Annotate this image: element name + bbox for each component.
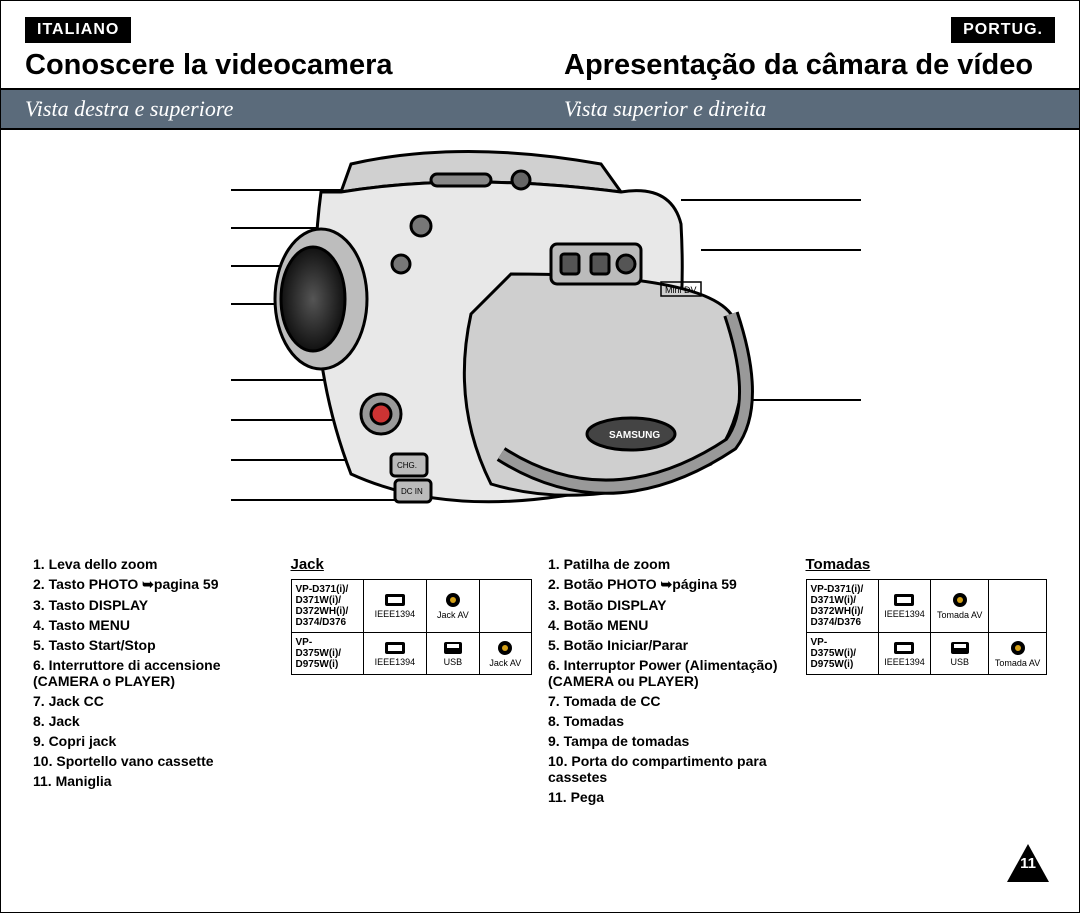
jack-heading-pt: Tomadas bbox=[806, 556, 1048, 573]
parts-list-item: 6. Interruttore di accensione (CAMERA o … bbox=[33, 657, 275, 689]
usb-port-icon bbox=[950, 641, 970, 655]
av-jack-icon bbox=[1010, 640, 1026, 656]
title-portuguese: Apresentação da câmara de vídeo bbox=[540, 49, 1079, 88]
lang-badge-italiano: ITALIANO bbox=[25, 17, 131, 43]
diagram-area: Mini DV SAMSUNG CHG. DC IN bbox=[1, 130, 1079, 550]
svg-text:SAMSUNG: SAMSUNG bbox=[609, 430, 660, 441]
parts-list-item: 11. Maniglia bbox=[33, 773, 275, 789]
usb-label: USB bbox=[431, 657, 474, 667]
jack-models-row2-text: VP-D375W(i)/D975W(i) bbox=[296, 637, 342, 670]
ieee1394-port-icon bbox=[384, 641, 406, 655]
ieee-icon-cell: IEEE1394 bbox=[363, 580, 427, 633]
parts-list-item: 9. Copri jack bbox=[33, 733, 275, 749]
parts-list-item: 5. Tasto Start/Stop bbox=[33, 637, 275, 653]
portuguese-parts-list: 1. Patilha de zoom 2. Botão PHOTO ➥página… bbox=[540, 550, 798, 815]
parts-list-item: 7. Tomada de CC bbox=[548, 693, 790, 709]
av-jack-icon bbox=[445, 592, 461, 608]
jack-models-row1-pt-text: VP-D371(i)/D371W(i)/D372WH(i)/D374/D376 bbox=[811, 584, 864, 628]
parts-list-item: 2. Tasto PHOTO ➥pagina 59 bbox=[33, 576, 275, 593]
ieee-label-pt: IEEE1394 bbox=[883, 609, 927, 619]
title-row: Conoscere la videocamera Apresentação da… bbox=[1, 49, 1079, 88]
parts-list-item: 10. Sportello vano cassette bbox=[33, 753, 275, 769]
svg-text:CHG.: CHG. bbox=[397, 461, 417, 470]
manual-page: ITALIANO PORTUG. Conoscere la videocamer… bbox=[0, 0, 1080, 913]
parts-list-item: 8. Jack bbox=[33, 713, 275, 729]
jack-models-row2: VP-D375W(i)/D975W(i) bbox=[291, 633, 363, 675]
jackav-label-2: Jack AV bbox=[484, 658, 527, 668]
parts-list-item: 8. Tomadas bbox=[548, 713, 790, 729]
parts-list-item: 11. Pega bbox=[548, 789, 790, 805]
parts-list-item: 1. Leva dello zoom bbox=[33, 556, 275, 572]
jack-models-row1-pt: VP-D371(i)/D371W(i)/D372WH(i)/D374/D376 bbox=[806, 580, 878, 633]
parts-list-item: 4. Botão MENU bbox=[548, 617, 790, 633]
ieee1394-port-icon bbox=[893, 641, 915, 655]
jack-table-pt: VP-D371(i)/D371W(i)/D372WH(i)/D374/D376 … bbox=[806, 579, 1048, 675]
lang-right-cell: PORTUG. bbox=[540, 1, 1079, 49]
subtitle-row: Vista destra e superiore Vista superior … bbox=[1, 88, 1079, 130]
italian-jack-column: Jack VP-D371(i)/D371W(i)/D372WH(i)/D374/… bbox=[283, 550, 541, 815]
ieee-icon-cell-2: IEEE1394 bbox=[363, 633, 427, 675]
jack-models-row1: VP-D371(i)/D371W(i)/D372WH(i)/D374/D376 bbox=[291, 580, 363, 633]
portuguese-jack-column: Tomadas VP-D371(i)/D371W(i)/D372WH(i)/D3… bbox=[798, 550, 1056, 815]
camera-illustration: Mini DV SAMSUNG CHG. DC IN bbox=[261, 144, 821, 534]
usb-label-pt: USB bbox=[935, 657, 984, 667]
jack-models-row2-pt: VP-D375W(i)/D975W(i) bbox=[806, 633, 878, 675]
tomadaav-label: Tomada AV bbox=[935, 610, 984, 620]
parts-list-item: 4. Tasto MENU bbox=[33, 617, 275, 633]
parts-list-item: 3. Tasto DISPLAY bbox=[33, 597, 275, 613]
usb-icon-cell: USB bbox=[427, 633, 479, 675]
page-number: 11 bbox=[1005, 855, 1051, 872]
subtitle-portuguese: Vista superior e direita bbox=[540, 88, 1079, 130]
parts-list-item: 3. Botão DISPLAY bbox=[548, 597, 790, 613]
title-italian: Conoscere la videocamera bbox=[1, 49, 540, 88]
italian-parts-list: 1. Leva dello zoom 2. Tasto PHOTO ➥pagina… bbox=[25, 550, 283, 815]
parts-list-item: 10. Porta do compartimento para cassetes bbox=[548, 753, 790, 785]
parts-list-item: 7. Jack CC bbox=[33, 693, 275, 709]
av-jack-icon bbox=[952, 592, 968, 608]
jackav-label: Jack AV bbox=[431, 610, 474, 620]
parts-list-item: 1. Patilha de zoom bbox=[548, 556, 790, 572]
av-jack-icon-cell-pt: Tomada AV bbox=[931, 580, 989, 633]
lang-left-cell: ITALIANO bbox=[1, 1, 540, 49]
bottom-row: 1. Leva dello zoom 2. Tasto PHOTO ➥pagina… bbox=[1, 550, 1079, 815]
parts-list-item: 6. Interruptor Power (Alimentação) (CAME… bbox=[548, 657, 790, 689]
av-jack-icon-cell-2: Jack AV bbox=[479, 633, 531, 675]
jack-models-row1-text: VP-D371(i)/D371W(i)/D372WH(i)/D374/D376 bbox=[296, 584, 349, 628]
ieee-label-2: IEEE1394 bbox=[368, 657, 423, 667]
jack-models-row2-pt-text: VP-D375W(i)/D975W(i) bbox=[811, 637, 857, 670]
ieee1394-port-icon bbox=[384, 593, 406, 607]
tomadaav-label-2: Tomada AV bbox=[993, 658, 1042, 668]
ieee1394-port-icon bbox=[893, 593, 915, 607]
usb-icon-cell-pt: USB bbox=[931, 633, 989, 675]
subtitle-italian: Vista destra e superiore bbox=[1, 88, 540, 130]
usb-port-icon bbox=[443, 641, 463, 655]
ieee-label: IEEE1394 bbox=[368, 609, 423, 619]
parts-list-item: 5. Botão Iniciar/Parar bbox=[548, 637, 790, 653]
ieee-icon-cell-pt: IEEE1394 bbox=[878, 580, 931, 633]
ieee-icon-cell-pt2: IEEE1394 bbox=[878, 633, 931, 675]
av-jack-icon bbox=[497, 640, 513, 656]
av-jack-icon-cell: Jack AV bbox=[427, 580, 479, 633]
ieee-label-pt2: IEEE1394 bbox=[883, 657, 927, 667]
svg-text:DC IN: DC IN bbox=[401, 487, 423, 496]
jack-table-it: VP-D371(i)/D371W(i)/D372WH(i)/D374/D376 … bbox=[291, 579, 533, 675]
svg-text:Mini DV: Mini DV bbox=[665, 285, 697, 295]
jack-heading-it: Jack bbox=[291, 556, 533, 573]
av-jack-icon-cell-pt2: Tomada AV bbox=[989, 633, 1047, 675]
page-number-badge: 11 bbox=[1005, 842, 1051, 888]
lang-badge-portug: PORTUG. bbox=[951, 17, 1055, 43]
language-row: ITALIANO PORTUG. bbox=[1, 1, 1079, 49]
parts-list-item: 2. Botão PHOTO ➥página 59 bbox=[548, 576, 790, 593]
parts-list-item: 9. Tampa de tomadas bbox=[548, 733, 790, 749]
